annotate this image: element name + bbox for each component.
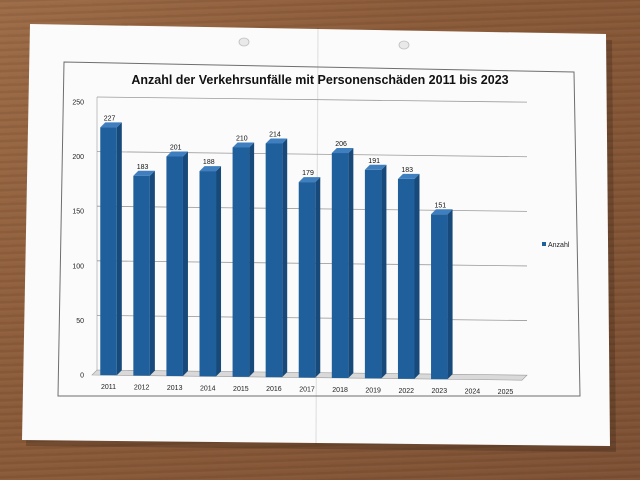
bar-front [397,178,415,379]
x-tick-label: 2012 [134,385,150,392]
chart-title: Anzahl der Verkehrsunfälle mit Personens… [131,73,508,87]
bar [364,164,387,379]
x-tick-label: 2017 [299,387,315,394]
y-tick-label: 150 [72,209,84,216]
y-tick-label: 200 [72,154,84,161]
data-label: 214 [269,131,281,138]
bar-front [100,127,117,376]
bar-top [397,173,420,179]
punch-hole-right [398,40,410,50]
x-tick-label: 2016 [266,386,282,393]
x-tick-label: 2023 [432,388,448,395]
bar [133,170,155,376]
bar-side [216,166,222,377]
x-tick-label: 2015 [233,386,249,393]
bar-side [381,164,387,379]
bar-side [249,142,255,377]
data-label: 201 [170,145,182,152]
bar-front [265,143,283,378]
bar-front [331,153,349,378]
bar-top [298,177,321,183]
bar-top [166,151,188,157]
punch-hole-left [238,37,250,47]
bar-front [431,214,448,380]
bar-side [315,177,321,378]
y-tick-label: 250 [72,100,84,107]
bar-front [364,169,382,379]
legend-label: Anzahl [548,242,570,249]
x-axis-ticks: 2011 2012 2013 2014 2015 2016 2017 2018 2019 2022… [101,384,513,396]
bar-side [282,138,288,378]
grid-line [96,151,528,158]
bar-side [116,122,122,376]
data-label: 206 [335,141,347,148]
data-label: 183 [137,164,149,171]
y-tick-label: 50 [76,318,84,325]
bar-top [100,122,122,128]
x-tick-label: 2014 [200,385,216,392]
data-label: 183 [401,167,413,174]
x-tick-label: 2024 [465,389,481,396]
data-label: 151 [434,202,446,209]
bar [265,138,288,378]
bar-front [166,156,183,376]
bar [166,151,188,376]
legend-swatch [542,242,546,246]
data-label: 188 [203,159,215,166]
bar-top [199,166,222,172]
bar [199,166,222,377]
x-tick-label: 2019 [365,387,381,394]
bar-top [331,148,354,154]
x-tick-label: 2011 [101,384,116,391]
x-tick-label: 2022 [398,388,414,395]
bar-top [133,170,155,176]
data-label: 179 [302,170,314,177]
bar [397,173,420,379]
chart-frame [57,61,581,397]
x-tick-label: 2013 [167,385,183,392]
x-tick-label: 2025 [498,389,514,396]
x-tick-label: 2018 [332,387,348,394]
bar-side [182,151,188,376]
bar-top [431,209,453,215]
bars [100,122,453,380]
bar-front [298,182,316,378]
grid-line [96,96,528,103]
data-labels: 227 183 201 188 210 214 179 206 191 183 151 [104,115,447,209]
bar [232,142,255,377]
bar-side [149,170,155,376]
data-label: 210 [236,135,248,142]
bar-top [265,138,288,144]
bar [298,177,321,378]
y-axis-ticks: 0 50 100 150 200 250 [72,100,84,380]
bar [331,148,354,378]
bar-side [414,173,420,379]
legend: Anzahl [542,242,570,249]
bar-top [364,164,387,170]
y-tick-label: 100 [72,263,84,270]
bar [431,209,453,380]
bar-front [199,171,217,377]
bar-side [447,209,453,380]
bar-top [232,142,255,148]
bar-front [133,175,150,376]
y-tick-label: 0 [80,373,84,380]
bar-side [348,148,354,378]
bar-front [232,147,250,377]
data-label: 227 [104,115,116,122]
data-label: 191 [368,158,380,165]
bar-chart: Anzahl der Verkehrsunfälle mit Personens… [72,73,570,396]
bar [100,122,122,376]
